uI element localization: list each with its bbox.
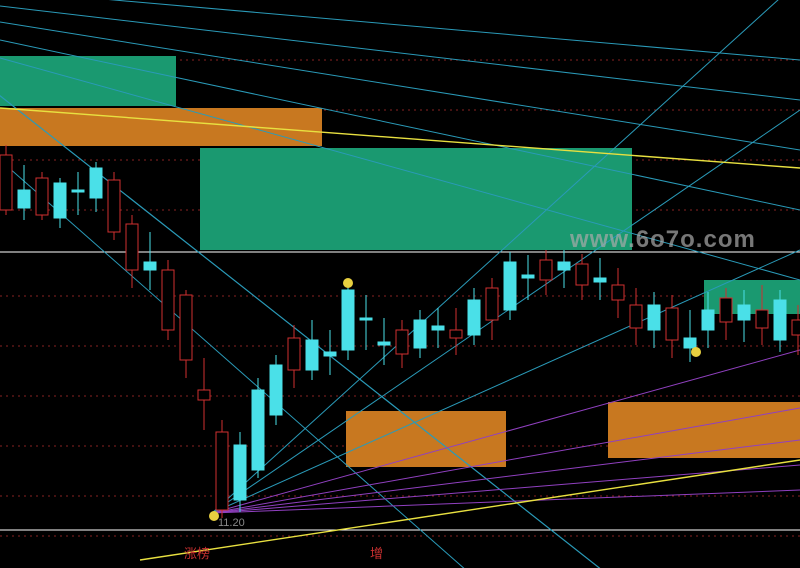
candlestick-chart[interactable]: www.6o7o.com 11.20 涨榜 增 (0, 0, 800, 568)
chart-svg (0, 0, 800, 568)
